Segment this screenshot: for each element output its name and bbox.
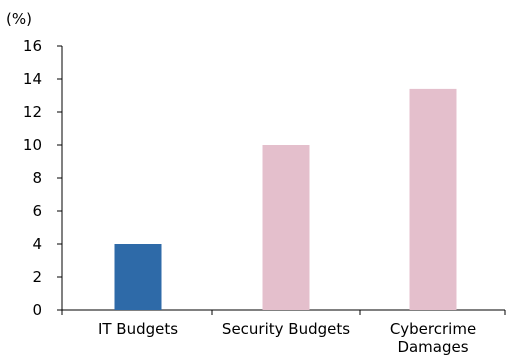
bar-1 xyxy=(114,244,162,310)
y-axis-unit-label: (%) xyxy=(6,10,32,28)
bar-3 xyxy=(409,88,457,311)
y-tick-label: 10 xyxy=(23,136,42,154)
y-tick-label: 0 xyxy=(32,301,42,319)
x-category-label: Security Budgets xyxy=(222,320,350,338)
y-axis: 0 2 4 6 8 10 12 14 16 xyxy=(23,37,63,319)
y-tick-label: 8 xyxy=(32,169,42,187)
y-tick-label: 4 xyxy=(32,235,42,253)
x-category-label-line: Security Budgets xyxy=(222,320,350,338)
y-tick-label: 2 xyxy=(32,268,42,286)
y-tick-label: 6 xyxy=(32,202,42,220)
x-category-label: Cybercrime Damages xyxy=(390,320,476,356)
x-category-label: IT Budgets xyxy=(98,320,178,338)
y-tick-label: 16 xyxy=(23,37,42,55)
bars xyxy=(114,88,457,311)
x-axis: IT Budgets Security Budgets Cybercrime Dama… xyxy=(61,309,506,356)
x-category-label-line: Cybercrime xyxy=(390,320,476,338)
y-tick-label: 14 xyxy=(23,70,42,88)
bar-2 xyxy=(262,145,310,310)
x-category-label-line: IT Budgets xyxy=(98,320,178,338)
y-tick-label: 12 xyxy=(23,103,42,121)
x-category-label-line: Damages xyxy=(397,338,468,356)
